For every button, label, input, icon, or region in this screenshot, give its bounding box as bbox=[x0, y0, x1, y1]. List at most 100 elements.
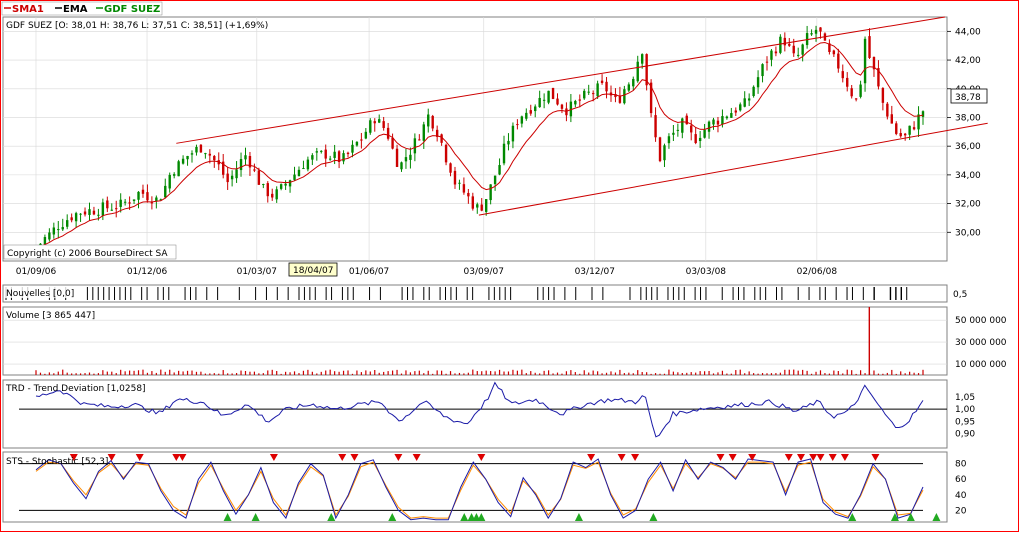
cursor-date-box bbox=[288, 262, 338, 277]
cursor-date-label: 18/04/07 bbox=[293, 266, 333, 276]
price-candle-body bbox=[52, 227, 56, 235]
price-y-tick-label: 36,00 bbox=[955, 142, 981, 152]
price-candle-body bbox=[382, 121, 385, 128]
price-candle-body bbox=[462, 184, 466, 193]
price-candle-body bbox=[427, 114, 430, 127]
buy-signal-marker bbox=[906, 513, 915, 521]
price-candle-body bbox=[752, 86, 755, 97]
price-candle-body bbox=[418, 139, 421, 141]
price-candle-body bbox=[181, 158, 185, 164]
price-candle-body bbox=[560, 104, 564, 109]
price-candle-body bbox=[903, 133, 907, 136]
date-tick-label: 01/06/07 bbox=[349, 267, 389, 277]
price-candle-body bbox=[57, 229, 60, 231]
price-candle-body bbox=[667, 136, 671, 144]
trd-title: TRD - Trend Deviation [1,0258] bbox=[5, 384, 146, 394]
price-candle-body bbox=[110, 209, 113, 211]
sell-signal-marker bbox=[809, 454, 818, 461]
copyright-text: Copyright (c) 2006 BourseDirect SA bbox=[7, 249, 168, 259]
price-candle-body bbox=[739, 104, 742, 111]
price-candle-body bbox=[395, 148, 399, 167]
sell-signal-marker bbox=[871, 454, 880, 461]
price-candle-body bbox=[774, 51, 778, 54]
stochastic-y-tick-label: 40 bbox=[955, 491, 967, 501]
price-candle-body bbox=[137, 191, 140, 200]
price-candle-body bbox=[480, 204, 483, 211]
price-candle-body bbox=[297, 169, 301, 177]
price-candle-body bbox=[172, 174, 176, 176]
buy-signal-marker bbox=[890, 513, 899, 521]
price-candle-body bbox=[805, 33, 809, 46]
sell-signal-marker bbox=[178, 454, 187, 461]
sell-signal-marker bbox=[172, 454, 181, 461]
news-panel bbox=[2, 284, 948, 303]
price-candle-body bbox=[511, 125, 515, 142]
price-candle-body bbox=[872, 56, 876, 70]
price-candle-body bbox=[672, 132, 675, 135]
price-candle-body bbox=[320, 150, 323, 152]
trend-channel-line bbox=[478, 122, 988, 216]
trd-y-tick-label: 1,00 bbox=[955, 405, 975, 415]
buy-signal-marker bbox=[574, 513, 583, 521]
price-candle-body bbox=[262, 184, 265, 186]
date-tick-label: 03/09/07 bbox=[464, 267, 504, 277]
price-candle-body bbox=[703, 129, 706, 138]
volume-y-tick-label: 30 000 000 bbox=[955, 338, 1007, 348]
sell-signal-marker bbox=[828, 454, 837, 461]
price-candle-body bbox=[529, 110, 532, 114]
price-candle-body bbox=[386, 127, 390, 139]
stochastic-title: STS - Stochastic [52,3] bbox=[6, 457, 108, 467]
price-candle-body bbox=[204, 153, 207, 155]
price-candle-body bbox=[690, 125, 693, 133]
price-candle-body bbox=[101, 202, 105, 216]
price-candle-body bbox=[409, 154, 412, 160]
price-candle-body bbox=[266, 183, 269, 197]
price-candle-body bbox=[591, 93, 595, 95]
price-candle-body bbox=[119, 199, 122, 207]
price-candle-body bbox=[596, 83, 599, 97]
price-candle-body bbox=[783, 37, 787, 46]
price-candle-body bbox=[730, 113, 733, 118]
price-candle-body bbox=[685, 115, 688, 125]
price-candle-body bbox=[899, 133, 902, 137]
last-price-box bbox=[950, 88, 988, 104]
date-tick-label: 03/03/08 bbox=[686, 267, 727, 277]
price-candle-body bbox=[440, 134, 443, 143]
price-candle-body bbox=[337, 151, 341, 162]
sell-signal-marker bbox=[107, 454, 116, 461]
price-candle-body bbox=[360, 139, 363, 141]
price-candle-body bbox=[333, 151, 336, 158]
price-candle-body bbox=[226, 173, 229, 183]
price-candle-body bbox=[912, 127, 916, 130]
price-candle-body bbox=[476, 204, 479, 208]
sma1-line bbox=[35, 41, 924, 248]
sell-signal-marker bbox=[748, 454, 757, 461]
price-y-tick-label: 44,00 bbox=[955, 27, 981, 37]
price-candle-body bbox=[177, 161, 180, 177]
legend-box bbox=[1, 1, 163, 16]
price-candle-body bbox=[458, 182, 461, 184]
price-candle-body bbox=[449, 163, 452, 173]
price-candle-body bbox=[801, 44, 804, 55]
price-candle-body bbox=[288, 180, 292, 187]
sell-signal-marker bbox=[840, 454, 849, 461]
price-candle-body bbox=[83, 211, 87, 215]
price-candle-body bbox=[890, 114, 893, 124]
price-candle-body bbox=[342, 153, 345, 162]
price-candle-body bbox=[877, 68, 880, 87]
price-candle-body bbox=[70, 217, 73, 221]
price-candle-body bbox=[315, 151, 319, 153]
price-candle-body bbox=[810, 33, 813, 35]
price-candle-body bbox=[244, 155, 247, 160]
price-candle-body bbox=[542, 99, 546, 101]
price-candle-body bbox=[828, 43, 831, 52]
price-candle-body bbox=[369, 120, 372, 133]
price-candle-body bbox=[788, 43, 791, 46]
price-candle-body bbox=[516, 124, 519, 126]
price-candle-body bbox=[164, 185, 167, 198]
price-candle-body bbox=[253, 169, 256, 171]
price-candle-body bbox=[186, 155, 189, 160]
price-candle-body bbox=[796, 54, 800, 56]
price-candle-body bbox=[208, 153, 212, 156]
price-candle-body bbox=[61, 227, 64, 230]
